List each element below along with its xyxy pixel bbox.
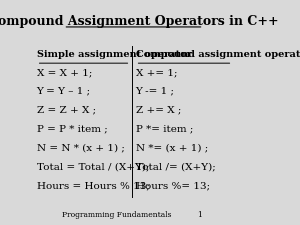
Text: 1: 1 xyxy=(197,211,202,219)
Text: P = P * item ;: P = P * item ; xyxy=(37,125,107,134)
Text: Total /= (X+Y);: Total /= (X+Y); xyxy=(136,162,215,171)
Text: Programming Fundamentals: Programming Fundamentals xyxy=(62,211,172,219)
Text: P *= item ;: P *= item ; xyxy=(136,125,193,134)
Text: Z += X ;: Z += X ; xyxy=(136,106,181,115)
Text: N *= (x + 1) ;: N *= (x + 1) ; xyxy=(136,144,208,153)
Text: N = N * (x + 1) ;: N = N * (x + 1) ; xyxy=(37,144,124,153)
Text: Compound assignment operator: Compound assignment operator xyxy=(136,50,300,59)
Text: Total = Total / (X+Y);: Total = Total / (X+Y); xyxy=(37,162,149,171)
Text: Hours %= 13;: Hours %= 13; xyxy=(136,181,210,190)
Text: Y = Y – 1 ;: Y = Y – 1 ; xyxy=(37,87,91,96)
Text: Y -= 1 ;: Y -= 1 ; xyxy=(136,87,175,96)
Text: Z = Z + X ;: Z = Z + X ; xyxy=(37,106,96,115)
Text: Hours = Hours % 13;: Hours = Hours % 13; xyxy=(37,181,149,190)
Text: Compound Assignment Operators in C++: Compound Assignment Operators in C++ xyxy=(0,15,279,28)
Text: Simple assignment operator: Simple assignment operator xyxy=(37,50,191,59)
Text: X += 1;: X += 1; xyxy=(136,68,177,77)
Text: X = X + 1;: X = X + 1; xyxy=(37,68,92,77)
